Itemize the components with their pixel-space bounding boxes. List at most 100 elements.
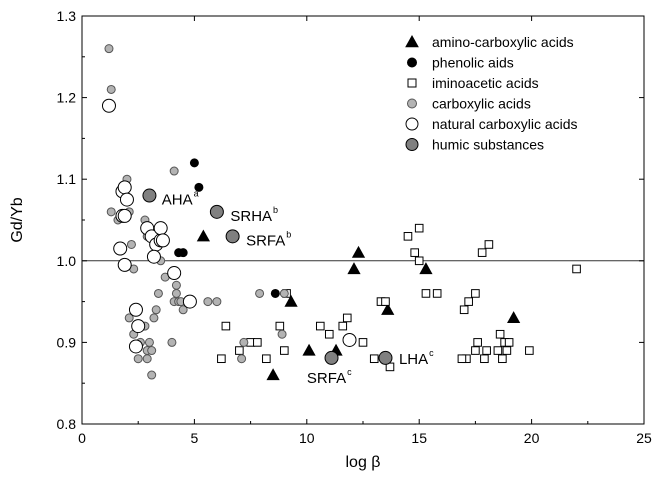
legend-marker — [405, 138, 419, 151]
data-point — [106, 207, 116, 217]
data-point — [117, 208, 132, 223]
x-tick-label: 20 — [524, 430, 540, 446]
data-point — [381, 297, 390, 306]
legend: amino-carboxylic acids phenolic aids imino… — [405, 34, 578, 153]
data-point — [471, 346, 480, 355]
data-point — [410, 248, 420, 257]
annotation-label: SRFAb — [246, 229, 291, 249]
legend-label: iminoacetic acids — [432, 75, 539, 91]
data-point — [378, 350, 393, 365]
legend-label: humic substances — [432, 137, 544, 153]
data-point — [131, 319, 146, 334]
x-tick-label: 10 — [299, 430, 315, 446]
data-point — [113, 241, 128, 256]
data-point — [414, 223, 424, 233]
data-point — [106, 84, 116, 94]
data-point — [266, 368, 280, 381]
data-point — [212, 297, 222, 307]
data-point — [324, 350, 339, 365]
data-point — [459, 305, 469, 315]
data-point — [324, 329, 334, 339]
x-tick-label: 25 — [636, 430, 652, 446]
data-point — [414, 256, 424, 266]
data-point — [178, 305, 188, 315]
data-point — [155, 233, 170, 248]
data-point — [119, 192, 134, 207]
data-point — [253, 338, 262, 347]
data-point — [169, 166, 179, 176]
legend-label: carboxylic acids — [432, 96, 531, 112]
data-point — [480, 354, 489, 364]
data-point — [338, 321, 348, 331]
data-point — [209, 204, 224, 219]
data-point — [142, 354, 152, 364]
data-point — [237, 354, 247, 364]
annotation-label: SRFAc — [307, 367, 352, 387]
data-point — [142, 188, 157, 203]
data-point — [144, 337, 154, 347]
y-tick-label: 1.0 — [57, 253, 77, 269]
legend-item: phenolic aids — [407, 55, 514, 71]
x-tick-label: 5 — [191, 430, 199, 446]
data-point — [302, 343, 316, 356]
data-point — [262, 354, 271, 364]
legend-label: natural carboxylic acids — [432, 116, 578, 132]
data-point — [128, 339, 143, 354]
data-point — [280, 346, 289, 355]
data-point — [432, 289, 442, 298]
data-point — [217, 354, 226, 364]
data-point — [572, 264, 581, 274]
data-point — [128, 302, 143, 317]
legend-label: phenolic aids — [432, 55, 514, 71]
legend-marker — [405, 117, 419, 131]
data-point — [149, 313, 159, 323]
data-point — [504, 338, 514, 347]
data-point — [167, 337, 177, 347]
data-point — [147, 346, 157, 356]
data-point — [275, 321, 285, 331]
x-tick-label: 0 — [78, 430, 86, 446]
data-point — [347, 262, 361, 275]
data-point — [171, 280, 181, 290]
series-0 — [196, 229, 521, 381]
data-point — [104, 44, 114, 54]
data-point — [255, 288, 265, 298]
data-point — [358, 338, 368, 347]
series-2 — [217, 223, 581, 372]
data-point — [178, 248, 188, 258]
data-points — [101, 44, 581, 381]
data-point — [421, 289, 431, 298]
data-point — [153, 221, 168, 236]
y-tick-label: 1.1 — [57, 171, 77, 187]
annotation-label: LHAc — [399, 348, 434, 368]
data-point — [147, 370, 157, 380]
data-point — [369, 354, 379, 364]
y-tick-label: 1.3 — [57, 8, 77, 24]
data-point — [473, 338, 482, 347]
data-point — [477, 248, 487, 257]
annotations: AHAa SRHAb SRFAb SRFAc LHAc — [162, 189, 434, 387]
data-point — [126, 239, 136, 249]
y-tick-label: 0.9 — [57, 334, 77, 350]
data-point — [315, 321, 325, 331]
data-point — [507, 311, 521, 324]
data-point — [351, 245, 366, 258]
data-point — [203, 297, 213, 307]
data-point — [189, 158, 199, 168]
series-1 — [174, 158, 280, 298]
legend-marker — [407, 78, 417, 88]
data-point — [117, 180, 132, 195]
x-axis-label: log β — [346, 454, 381, 471]
data-point — [239, 337, 249, 347]
annotation-label: SRHAb — [230, 205, 278, 225]
data-point — [171, 288, 181, 298]
plot-frame — [81, 15, 645, 425]
legend-item: natural carboxylic acids — [405, 116, 578, 132]
legend-item: carboxylic acids — [407, 96, 531, 112]
data-point — [493, 346, 503, 355]
data-point — [495, 329, 505, 339]
data-point — [381, 302, 395, 315]
series-5 — [142, 188, 393, 365]
data-point — [471, 289, 480, 298]
